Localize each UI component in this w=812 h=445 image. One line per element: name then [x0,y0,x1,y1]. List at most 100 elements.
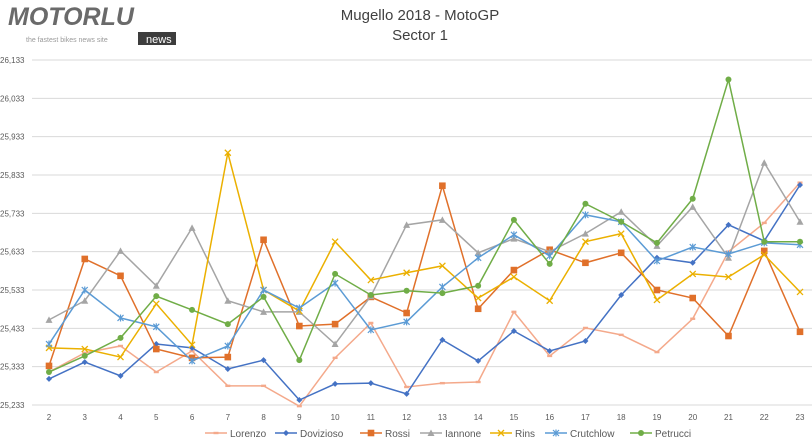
legend-label: Dovizioso [300,429,344,440]
x-tick-label: 4 [118,413,123,422]
triangle-marker [724,254,732,261]
dash-marker [153,370,159,374]
circle-marker [153,293,160,300]
asterisk-marker [510,231,518,239]
circle-marker [403,287,410,294]
asterisk-marker [725,250,732,258]
x-marker [510,273,518,281]
x-marker [152,300,160,308]
x-tick-label: 17 [581,413,590,422]
x-marker [403,269,411,277]
square-marker [260,236,267,244]
x-tick-label: 8 [261,413,266,422]
x-marker [438,262,446,270]
circle-marker [761,238,768,245]
x-tick-label: 7 [226,413,231,422]
diamond-marker [283,430,289,436]
square-marker [725,332,732,340]
circle-marker [367,291,374,298]
diamond-marker [81,359,88,366]
circle-marker [638,430,644,436]
x-marker [653,296,661,304]
diamond-marker [439,336,446,343]
x-marker [760,251,768,259]
triangle-marker [474,249,482,256]
x-tick-label: 13 [438,413,447,422]
series-line [48,184,801,401]
series-line [48,182,801,408]
asterisk-marker [546,252,554,260]
triangle-marker [438,216,446,223]
x-tick-label: 21 [724,413,733,422]
diamond-marker [367,380,374,387]
x-marker [188,341,196,349]
legend-item-dovizioso: Dovizioso [275,429,344,440]
x-marker [224,149,232,157]
triangle-marker [689,203,697,210]
x-marker [617,230,625,238]
chart-title-block: Mugello 2018 - MotoGP Sector 1 [320,6,520,46]
legend-label: Iannone [445,429,482,440]
legend-label: Crutchlow [570,429,615,440]
diamond-marker [296,397,303,404]
legend-item-iannone: Iannone [420,429,482,440]
diamond-marker [546,347,553,354]
square-marker [45,362,53,370]
dash-marker [404,385,410,389]
asterisk-marker [689,243,697,251]
triangle-marker [796,218,804,225]
circle-marker [81,352,88,359]
circle-marker [475,282,482,289]
triangle-marker [188,224,196,231]
x-marker [367,276,375,284]
circle-marker [618,218,625,225]
x-tick-label: 9 [297,413,302,422]
y-tick-label: 25,433 [0,324,25,333]
triangle-marker [760,159,768,166]
dash-marker [368,321,374,325]
asterisk-marker [403,318,411,326]
asterisk-marker [224,342,232,350]
x-tick-label: 3 [83,413,88,422]
diamond-marker [224,365,231,372]
square-marker [617,249,625,257]
asterisk-marker [117,314,124,322]
dash-marker [332,356,338,360]
dash-marker [261,384,267,388]
series-line [48,76,800,373]
legend-item-rossi: Rossi [360,429,410,440]
series-dovizioso [46,181,803,404]
dash-marker [511,310,517,314]
triangle-marker [331,340,339,348]
legend-label: Rins [515,429,535,440]
legend-item-lorenzo: Lorenzo [205,429,267,440]
series-line [48,152,801,358]
circle-marker [296,357,303,364]
x-tick-label: 23 [796,413,805,422]
x-marker [117,353,124,361]
circle-marker [439,290,446,297]
square-marker [296,322,303,330]
diamond-marker [260,357,267,364]
asterisk-marker [295,304,303,312]
dash-marker [654,350,660,354]
logo-tagline: the fastest bikes news site [26,37,108,44]
chart-subtitle: Sector 1 [392,27,448,44]
chart-title: Mugello 2018 - MotoGP [340,7,500,24]
circle-marker [653,239,660,246]
circle-marker [224,321,231,328]
circle-marker [260,293,267,300]
square-marker [474,305,482,313]
logo-brand: MOTORLU [8,3,135,31]
series-line [48,183,801,367]
diamond-marker [510,328,517,335]
dash-marker [547,354,553,358]
x-tick-label: 20 [688,413,697,422]
square-marker [331,320,339,328]
y-tick-label: 25,733 [0,209,25,218]
triangle-marker [45,316,53,323]
x-tick-label: 18 [617,413,626,422]
diamond-marker [797,181,803,188]
square-marker [403,309,410,317]
